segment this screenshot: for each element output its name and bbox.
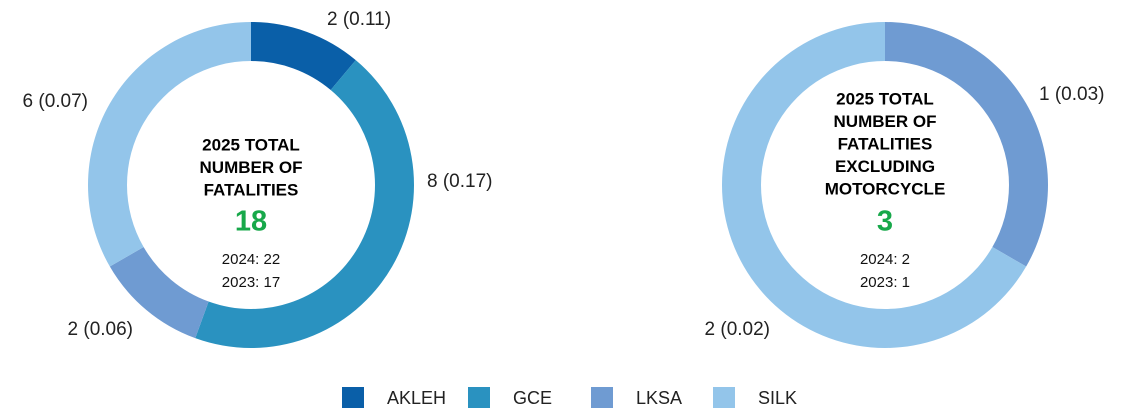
prior-year: 2023: 1 — [860, 274, 910, 291]
value-label: 2 (0.06) — [68, 319, 133, 340]
center-title: 2025 TOTAL — [202, 135, 300, 154]
legend-label: AKLEH — [387, 388, 446, 408]
center-title: NUMBER OF — [200, 158, 303, 177]
donut-slice — [251, 22, 356, 91]
legend-swatch — [468, 387, 490, 408]
legend-swatch — [342, 387, 364, 408]
prior-year: 2023: 17 — [222, 274, 280, 291]
center-title: NUMBER OF — [834, 112, 937, 131]
value-label: 8 (0.17) — [427, 171, 492, 192]
donut-slice — [885, 22, 1048, 267]
center-title: FATALITIES — [204, 180, 299, 199]
center-total: 18 — [235, 206, 267, 238]
prior-year: 2024: 2 — [860, 251, 910, 268]
donut-slice — [195, 60, 414, 348]
donut-slice — [109, 247, 209, 339]
legend-swatch — [591, 387, 613, 408]
center-total: 3 — [877, 206, 893, 238]
legend-swatch — [713, 387, 735, 408]
legend-label: GCE — [513, 388, 552, 408]
value-label: 1 (0.03) — [1039, 84, 1104, 105]
value-label: 2 (0.02) — [705, 319, 770, 340]
prior-year: 2024: 22 — [222, 251, 280, 268]
value-label: 6 (0.07) — [23, 91, 88, 112]
center-title: FATALITIES — [838, 134, 933, 153]
center-title: MOTORCYCLE — [825, 179, 946, 198]
legend-label: SILK — [758, 388, 797, 408]
donut-slice — [88, 22, 251, 267]
center-title: 2025 TOTAL — [836, 89, 934, 108]
center-title: EXCLUDING — [835, 157, 935, 176]
value-label: 2 (0.11) — [327, 9, 391, 30]
legend-label: LKSA — [636, 388, 682, 408]
